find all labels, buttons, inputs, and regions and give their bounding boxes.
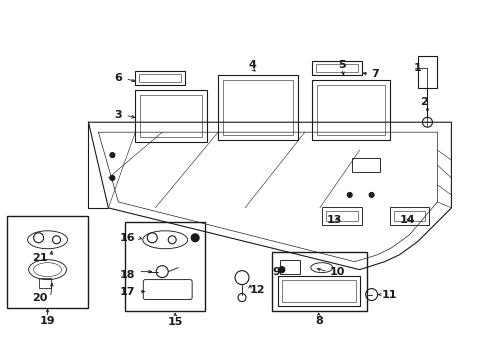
Bar [218, 75, 297, 140]
Text: 2: 2 [420, 97, 427, 107]
Text: 6: 6 [114, 73, 122, 84]
Bar [135, 90, 207, 142]
Text: 4: 4 [247, 60, 255, 71]
Text: 15: 15 [167, 318, 183, 328]
Text: 9: 9 [271, 267, 279, 276]
Text: 14: 14 [399, 215, 414, 225]
Circle shape [110, 153, 115, 158]
Text: 1: 1 [413, 63, 421, 73]
Circle shape [191, 234, 199, 242]
Bar [279, 260, 299, 274]
Bar [125, 222, 204, 311]
Bar [7, 216, 88, 307]
Text: 5: 5 [337, 60, 345, 71]
Bar [139, 75, 181, 82]
Text: 21: 21 [32, 253, 47, 263]
Bar [39, 278, 50, 288]
Text: 16: 16 [120, 233, 135, 243]
Bar [316, 85, 384, 135]
Text: 12: 12 [249, 284, 265, 294]
Circle shape [346, 193, 351, 197]
Text: 18: 18 [120, 270, 135, 280]
Circle shape [278, 267, 285, 273]
Bar [311, 80, 389, 140]
Text: 13: 13 [326, 215, 342, 225]
Bar [277, 276, 359, 306]
Bar [321, 207, 361, 225]
Bar [281, 280, 355, 302]
Bar [393, 211, 425, 221]
Circle shape [110, 176, 115, 180]
Bar [223, 80, 292, 135]
Bar [140, 95, 202, 137]
Text: 19: 19 [40, 316, 55, 327]
Text: 10: 10 [329, 267, 345, 276]
Text: 11: 11 [381, 289, 396, 300]
Text: 3: 3 [115, 110, 122, 120]
Bar [325, 211, 357, 221]
Bar [311, 62, 361, 75]
Bar [135, 71, 185, 85]
Text: 17: 17 [120, 287, 135, 297]
Text: 20: 20 [32, 293, 47, 302]
Bar [417, 57, 437, 88]
Text: 8: 8 [314, 316, 322, 327]
Bar [351, 158, 379, 172]
Circle shape [368, 193, 373, 197]
Bar [271, 252, 366, 311]
Text: 7: 7 [371, 69, 379, 80]
Bar [389, 207, 428, 225]
Bar [315, 64, 357, 72]
